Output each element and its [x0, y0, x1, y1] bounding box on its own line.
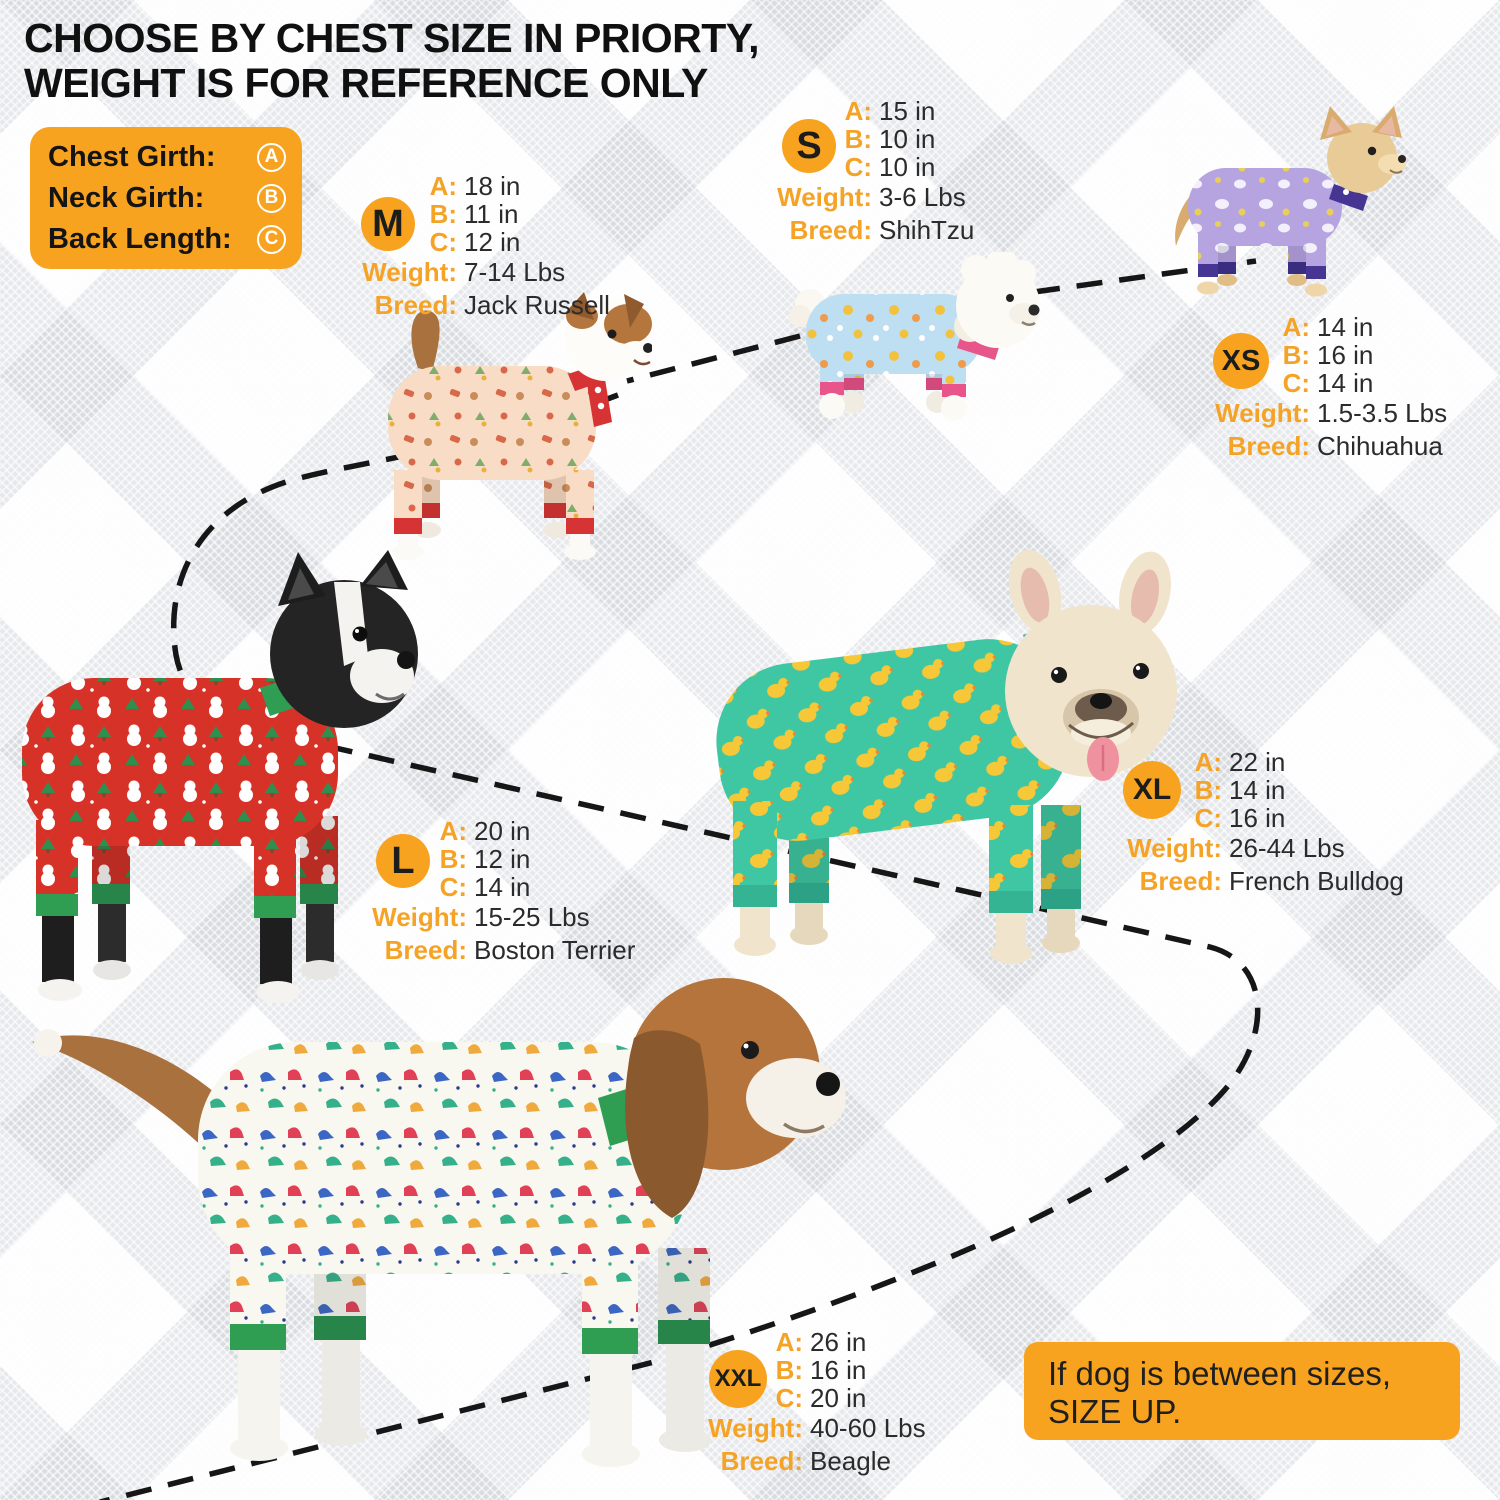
title-line-2: WEIGHT IS FOR REFERENCE ONLY [24, 60, 708, 106]
dash-s-to-m [626, 333, 801, 384]
size-info-m: M A: 18 in B: 11 in C: 12 in Weight: 7-14 Lb… [327, 170, 610, 320]
note-line-2: SIZE UP. [1048, 1393, 1182, 1430]
size-badge-l: L [376, 834, 430, 888]
breed-row: Breed: Boston Terrier [384, 934, 636, 965]
dog-photo-shihtzu [790, 252, 1040, 421]
chest-row: A: 22 in [1194, 746, 1286, 777]
legend-neck-label: Neck Girth: [48, 181, 205, 214]
dog-photo-french-bulldog [716, 549, 1177, 964]
back-row: C: 14 in [1282, 367, 1374, 398]
note-line-1: If dog is between sizes, [1048, 1355, 1392, 1392]
breed-row: Breed: French Bulldog [1139, 865, 1404, 896]
circled-a-icon: A [257, 142, 286, 172]
circled-b-icon: B [257, 183, 286, 213]
chest-row: A: 20 in [439, 815, 531, 846]
weight-row: Weight: 40-60 Lbs [708, 1412, 926, 1443]
breed-row: Breed: Beagle [720, 1445, 891, 1476]
breed-row: Breed: Jack Russell [374, 289, 610, 320]
back-row: C: 12 in [429, 226, 521, 257]
weight-row: Weight: 15-25 Lbs [372, 901, 590, 932]
size-info-xs: XS A: 14 in B: 16 in C: 14 in Weight: 1.5-3.… [1180, 311, 1448, 461]
weight-row: Weight: 7-14 Lbs [362, 256, 566, 287]
back-row: C: 10 in [844, 151, 936, 182]
size-badge-xl: XL [1123, 761, 1181, 819]
neck-row: B: 12 in [439, 843, 531, 874]
legend-row-chest: Chest Girth: A [48, 138, 286, 176]
dash-l-to-xl-to-xxl [99, 724, 1261, 1500]
size-badge-s: S [782, 119, 836, 173]
legend-back-label: Back Length: [48, 222, 232, 255]
breed-row: Breed: ShihTzu [789, 214, 975, 245]
dog-photo-boston-terrier [22, 550, 418, 1003]
legend-row-neck: Neck Girth: B [48, 179, 286, 217]
legend-row-back: Back Length: C [48, 220, 286, 258]
weight-row: Weight: 1.5-3.5 Lbs [1215, 397, 1448, 428]
chest-row: A: 15 in [844, 95, 936, 126]
neck-row: B: 11 in [429, 198, 519, 229]
circled-c-icon: C [257, 224, 286, 254]
size-info-xxl: XXL A: 26 in B: 16 in C: 20 in Weight: 40-60… [673, 1326, 926, 1476]
size-info-xl: XL A: 22 in B: 14 in C: 16 in Weight: 26-44 … [1092, 746, 1404, 896]
dog-photo-beagle [32, 978, 846, 1467]
breed-row: Breed: Chihuahua [1227, 430, 1443, 461]
measurement-legend: Chest Girth: A Neck Girth: B Back Length… [30, 127, 302, 269]
size-info-l: L A: 20 in B: 12 in C: 14 in Weight: 15-25 L… [337, 815, 636, 965]
legend-chest-label: Chest Girth: [48, 140, 216, 173]
title-line-1: CHOOSE BY CHEST SIZE IN PRIORTY, [24, 15, 760, 61]
neck-row: B: 14 in [1194, 774, 1286, 805]
weight-row: Weight: 3-6 Lbs [777, 181, 966, 212]
page-title: CHOOSE BY CHEST SIZE IN PRIORTY, WEIGHT … [24, 15, 760, 106]
neck-row: B: 16 in [775, 1354, 867, 1385]
size-badge-m: M [361, 197, 415, 251]
dog-photo-jack-russell [388, 292, 652, 560]
weight-row: Weight: 26-44 Lbs [1127, 832, 1345, 863]
size-info-s: S A: 15 in B: 10 in C: 10 in Weight: 3-6 Lbs… [742, 95, 975, 245]
size-badge-xs: XS [1213, 333, 1269, 389]
size-badge-xxl: XXL [709, 1350, 767, 1408]
back-row: C: 14 in [439, 871, 531, 902]
chest-row: A: 14 in [1282, 311, 1374, 342]
chest-row: A: 18 in [429, 170, 521, 201]
neck-row: B: 16 in [1282, 339, 1374, 370]
back-row: C: 16 in [1194, 802, 1286, 833]
chest-row: A: 26 in [775, 1326, 867, 1357]
neck-row: B: 10 in [844, 123, 936, 154]
dog-photo-chihuahua [1175, 106, 1406, 297]
size-up-note: If dog is between sizes, SIZE UP. [1024, 1342, 1460, 1440]
back-row: C: 20 in [775, 1382, 867, 1413]
